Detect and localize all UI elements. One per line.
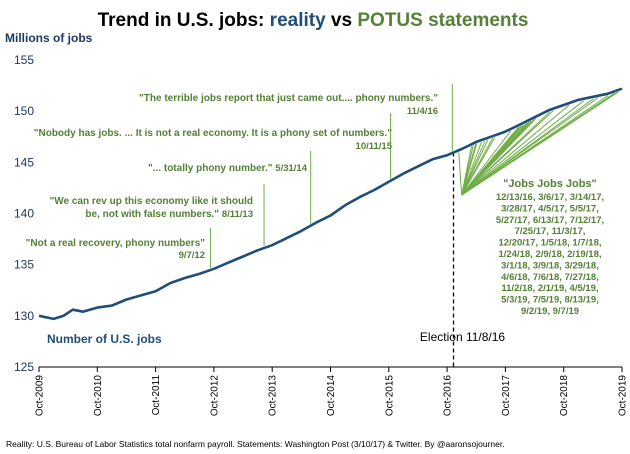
y-tick-125: 125 [14,360,34,374]
jobs-jobs-jobs-dates-line-9: 5/3/19, 7/5/19, 8/13/19, [501,295,599,306]
y-tick-135: 135 [14,258,34,272]
statement-date-0: 9/7/12 [179,250,205,261]
y-tick-130: 130 [14,309,34,323]
x-tick-label-0: Oct-2009 [35,375,46,417]
x-tick-label-4: Oct-2013 [268,375,279,417]
jobs-jobs-jobs-fan [458,91,619,196]
jobs-jobs-jobs-dates-line-3: 7/25/17, 11/3/17, [515,226,586,237]
statement-date-1: 8/11/13 [222,209,253,220]
fan-line-9 [461,137,496,196]
statement-quote2-1: be, not with false numbers." 8/11/13 [85,209,253,220]
election-label: Election 11/8/16 [420,330,505,344]
x-tick-label-3: Oct-2012 [209,375,220,417]
statement-quote-4: "The terrible jobs report that just came… [139,93,438,104]
x-tick-label-9: Oct-2018 [559,375,570,417]
jobs-jobs-jobs-dates-line-2: 5/27/17, 6/13/17, 7/12/17, [496,215,604,226]
statement-date-4: 11/4/16 [407,106,438,117]
jobs-jobs-jobs-dates-line-7: 4/6/18, 7/6/18, 7/27/18, [501,272,599,283]
statement-quote-0: "Not a real recovery, phony numbers" [26,238,206,249]
statement-date-3: 10/11/15 [356,141,393,152]
fan-line-20 [461,118,537,196]
x-tick-label-2: Oct-2011 [151,375,162,416]
fan-line-0 [458,152,463,196]
fan-line-23 [461,104,570,196]
title-part-3: POTUS statements [357,10,528,31]
y-tick-150: 150 [14,104,34,118]
jobs-jobs-jobs-dates-line-6: 3/1/18, 3/9/18, 3/29/18, [501,260,599,271]
y-axis-ticks: 125 130 135 140 145 150 155 [14,53,34,374]
fan-line-26 [461,97,599,196]
y-axis-label: Millions of jobs [5,31,93,45]
series-label: Number of U.S. jobs [47,332,162,346]
fan-line-10 [461,130,512,196]
title-part-2: vs [326,10,358,31]
fan-line-4 [461,143,478,196]
jobs-jobs-jobs-dates-line-4: 12/20/17, 1/5/18, 1/7/18, [498,238,601,249]
jobs-jobs-jobs-dates-line-10: 9/2/19, 9/7/19 [521,306,579,317]
x-tick-label-6: Oct-2015 [384,375,395,417]
fan-line-7 [461,139,489,196]
y-tick-145: 145 [14,155,34,169]
x-tick-label-5: Oct-2014 [326,375,337,417]
statement-annotations: "Not a real recovery, phony numbers"9/7/… [26,84,453,268]
jobs-jobs-jobs-annotation: "Jobs Jobs Jobs" 12/13/16, 3/6/17, 3/14/1… [496,178,604,317]
election-marker: Election 11/8/16 [420,152,505,367]
jobs-jobs-jobs-dates-line-8: 11/2/18, 2/1/19, 4/5/19, [501,283,598,294]
fan-line-22 [461,110,554,196]
statement-quote-2: "... totally phony number." 5/31/14 [148,163,308,174]
y-tick-140: 140 [14,207,34,221]
x-tick-label-1: Oct-2010 [93,375,104,417]
fan-line-24 [461,100,584,196]
y-tick-155: 155 [14,53,34,67]
fan-line-30 [461,91,619,196]
statement-date-2: 5/31/14 [275,163,307,174]
source-footer: Reality: U.S. Bureau of Labor Statistics… [6,439,505,449]
x-tick-label-8: Oct-2017 [501,375,512,417]
statement-quote-3: "Nobody has jobs. ... It is not a real e… [34,128,393,139]
chart-title: Trend in U.S. jobs: reality vs POTUS sta… [98,10,529,31]
statement-quote-1: "We can rev up this economy like it shou… [50,196,254,207]
x-axis: Oct-2009 Oct-2010 Oct-2011 Oct-2012 Oct-2013… [35,366,629,417]
jobs-series-line [38,87,623,321]
jobs-jobs-jobs-title: "Jobs Jobs Jobs" [503,178,597,190]
x-tick-label-10: Oct-2019 [618,375,629,417]
title-part-0: Trend in U.S. jobs: [98,10,270,31]
jobs-jobs-jobs-dates-line-1: 3/28/17, 4/5/17, 5/5/17, [501,203,599,214]
jobs-jobs-jobs-dates-line-5: 1/24/18, 2/9/18, 2/19/18, [498,249,601,260]
jobs-series [38,87,623,321]
x-tick-label-7: Oct-2016 [443,375,454,417]
jobs-jobs-jobs-dates-line-0: 12/13/16, 3/6/17, 3/14/17, [496,192,604,203]
title-part-1: reality [270,10,326,31]
